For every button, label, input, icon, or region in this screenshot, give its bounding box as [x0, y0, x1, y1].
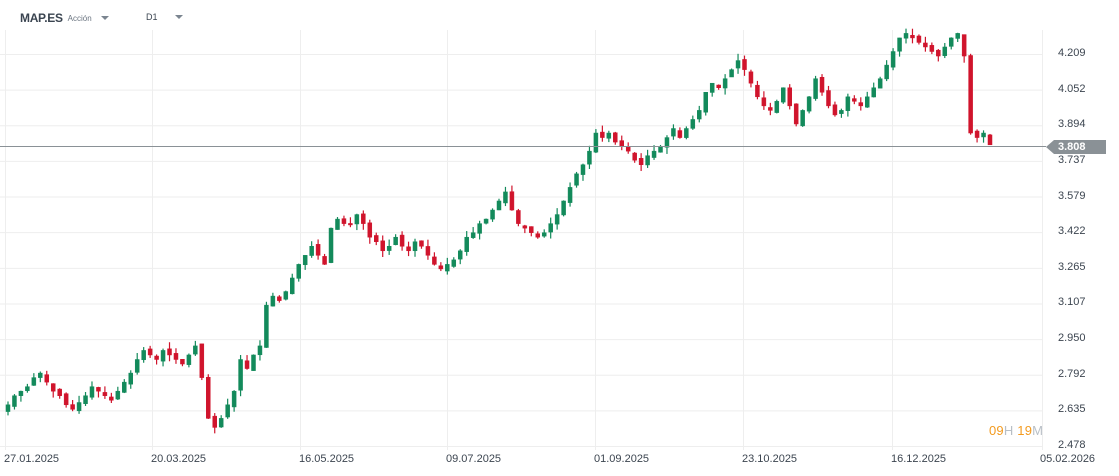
timer-minutes-unit: M	[1032, 423, 1044, 438]
price-axis-tick: 3.107	[1058, 296, 1086, 309]
instrument-type: Acción	[67, 13, 92, 23]
chevron-down-icon[interactable]	[174, 15, 183, 19]
symbol-name: MAP.ES	[20, 11, 63, 25]
chevron-down-icon[interactable]	[100, 16, 109, 20]
current-price-label: 3.808	[1058, 141, 1086, 153]
price-axis-tick: 4.052	[1058, 82, 1086, 95]
timer-minutes: 19	[1017, 423, 1033, 438]
price-axis-tick: 4.209	[1058, 47, 1086, 59]
time-axis-tick: 05.02.2026	[1040, 453, 1096, 465]
time-axis-tick: 16.12.2025	[891, 453, 947, 465]
timeframe-selector[interactable]: D1	[146, 12, 183, 22]
price-axis-tick: 3.579	[1058, 189, 1086, 202]
chart-grid	[0, 30, 1043, 450]
price-axis-tick: 2.478	[1058, 439, 1086, 451]
candles	[5, 28, 993, 434]
time-axis-tick: 27.01.2025	[4, 453, 60, 465]
timer-hours: 09	[989, 423, 1004, 438]
price-axis-tick: 2.635	[1058, 403, 1086, 416]
candle-countdown-timer: 09H 19M	[989, 423, 1043, 438]
price-axis-tick: 2.792	[1058, 367, 1086, 380]
symbol-selector[interactable]: MAP.ES Acción	[20, 10, 109, 26]
price-axis-tick: 3.737	[1058, 153, 1086, 166]
price-axis-tick: 3.894	[1058, 118, 1086, 131]
price-axis-tick: 2.950	[1058, 332, 1086, 345]
current-price-tag: 3.808	[1046, 140, 1106, 154]
price-axis-tick: 3.422	[1058, 225, 1086, 238]
time-axis-tick: 23.10.2025	[742, 453, 798, 465]
timeframe-label: D1	[146, 12, 158, 22]
price-axis-tick: 3.265	[1058, 260, 1086, 273]
time-axis-tick: 20.03.2025	[151, 453, 207, 465]
time-axis-tick: 16.05.2025	[299, 453, 355, 465]
time-axis-tick: 01.09.2025	[594, 453, 650, 465]
timer-hours-unit: H	[1003, 423, 1014, 438]
time-axis-tick: 09.07.2025	[446, 453, 502, 465]
